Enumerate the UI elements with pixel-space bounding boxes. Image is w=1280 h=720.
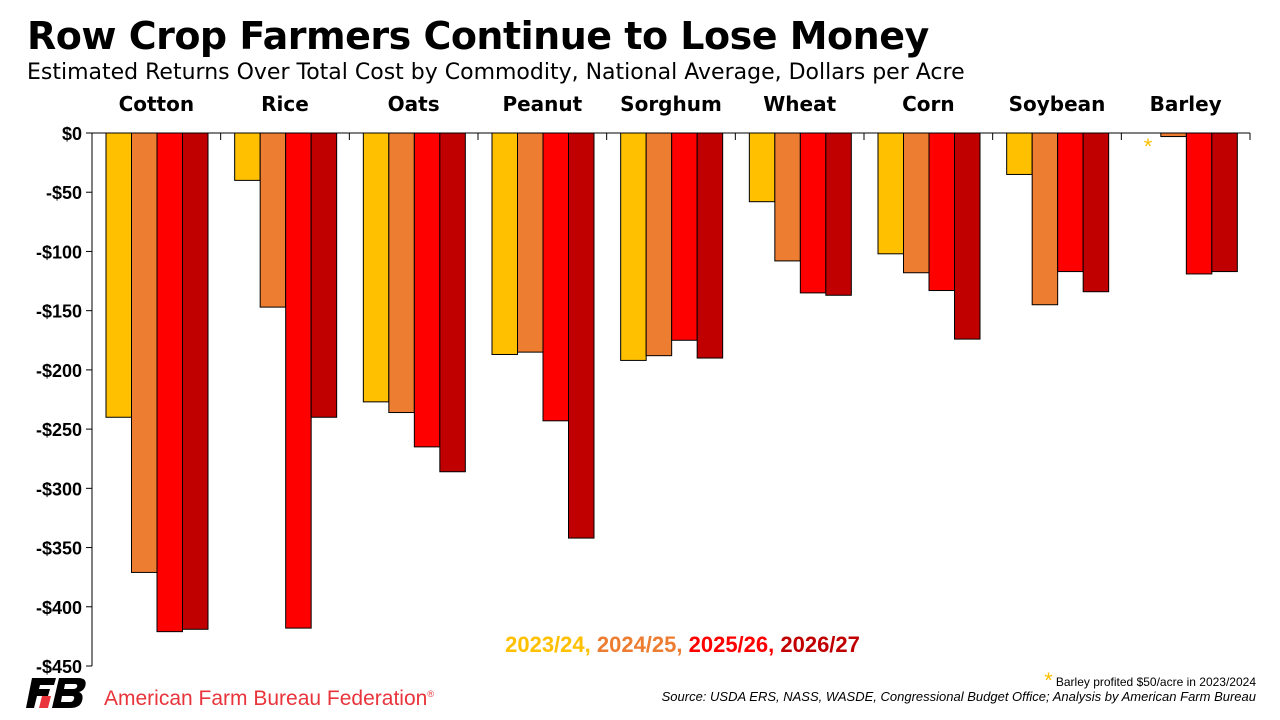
bar-cotton-2024-25	[131, 132, 158, 573]
organization-name: American Farm Bureau Federation®	[104, 687, 434, 711]
bar-cotton-2026-27	[182, 132, 209, 630]
category-label: Wheat	[763, 92, 836, 116]
registered-mark: ®	[427, 689, 434, 699]
bar-peanut-2023-24	[491, 132, 518, 355]
y-tick-label: -$50	[46, 183, 82, 203]
bar-rice-2025-26	[285, 132, 312, 629]
footnote: * Barley profited $50/acre in 2023/2024	[1044, 668, 1256, 694]
y-tick-label: -$100	[36, 242, 82, 262]
y-tick-label: -$250	[36, 420, 82, 440]
bar-corn-2025-26	[928, 132, 955, 292]
legend: 2023/24, 2024/25, 2025/26, 2026/27	[0, 632, 1280, 658]
bar-corn-2024-25	[903, 132, 930, 274]
source-note: Source: USDA ERS, NASS, WASDE, Congressi…	[661, 689, 1256, 704]
farm-bureau-logo	[26, 678, 86, 708]
chart-title: Row Crop Farmers Continue to Lose Money	[27, 14, 929, 58]
bar-oats-2025-26	[413, 132, 441, 448]
legend-entry: 2026/27	[780, 632, 860, 657]
bar-oats-2023-24	[362, 132, 390, 403]
bar-peanut-2025-26	[542, 132, 569, 422]
bar-sorghum-2024-25	[645, 132, 673, 357]
bar-peanut-2024-25	[517, 132, 544, 353]
bar-cotton-2023-24	[105, 132, 132, 418]
bar-corn-2023-24	[877, 132, 904, 255]
y-tick-label: -$450	[36, 657, 82, 677]
category-label: Barley	[1150, 92, 1222, 116]
bar-wheat-2026-27	[825, 132, 852, 296]
category-label: Corn	[902, 92, 955, 116]
legend-entry: 2024/25,	[596, 632, 689, 657]
bar-barley-2024-25	[1160, 132, 1187, 138]
category-label: Sorghum	[620, 92, 722, 116]
bar-rice-2026-27	[310, 132, 338, 418]
bar-wheat-2023-24	[748, 132, 776, 203]
organization-text: American Farm Bureau Federation	[104, 687, 428, 710]
bar-soybean-2025-26	[1057, 132, 1084, 273]
bar-barley-2026-27	[1211, 132, 1238, 273]
y-tick-label: -$300	[36, 479, 82, 499]
y-tick-label: -$400	[36, 598, 82, 618]
bar-soybean-2023-24	[1006, 132, 1033, 175]
annotation-asterisk: *	[1144, 134, 1153, 159]
bar-wheat-2024-25	[774, 132, 801, 262]
bar-soybean-2026-27	[1082, 132, 1110, 293]
bar-sorghum-2025-26	[671, 132, 698, 341]
bar-corn-2026-27	[954, 132, 981, 340]
bar-peanut-2026-27	[568, 132, 595, 539]
bar-oats-2024-25	[388, 132, 415, 414]
y-tick-label: $0	[62, 124, 82, 144]
category-label: Cotton	[119, 92, 195, 116]
bar-barley-2025-26	[1185, 132, 1213, 275]
y-tick-label: -$150	[36, 302, 82, 322]
chart-subtitle: Estimated Returns Over Total Cost by Com…	[27, 60, 965, 85]
footnote-text: Barley profited $50/acre in 2023/2024	[1055, 675, 1256, 689]
bar-soybean-2024-25	[1031, 132, 1059, 306]
asterisk-icon: *	[1044, 668, 1053, 693]
bar-sorghum-2026-27	[696, 132, 724, 359]
bar-wheat-2025-26	[799, 132, 827, 294]
bar-cotton-2025-26	[156, 132, 183, 633]
category-label: Soybean	[1009, 92, 1106, 116]
bar-sorghum-2023-24	[620, 132, 647, 361]
category-label: Oats	[388, 92, 440, 116]
bar-oats-2026-27	[439, 132, 466, 473]
y-tick-label: -$200	[36, 361, 82, 381]
bar-rice-2024-25	[259, 132, 287, 308]
category-label: Rice	[261, 92, 309, 116]
legend-entry: 2023/24,	[505, 632, 597, 657]
category-label: Peanut	[502, 92, 582, 116]
y-tick-label: -$350	[36, 539, 82, 559]
legend-entry: 2025/26,	[688, 632, 781, 657]
bar-rice-2023-24	[234, 132, 261, 181]
